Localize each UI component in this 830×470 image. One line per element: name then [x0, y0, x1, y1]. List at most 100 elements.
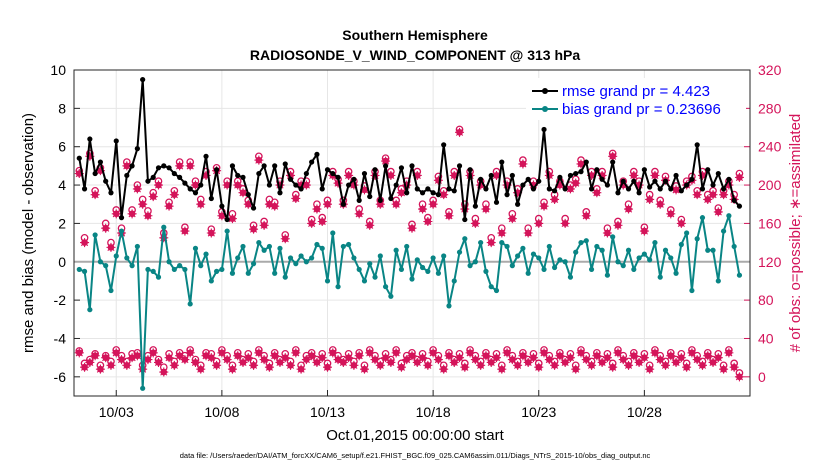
- rmse-point: [229, 163, 236, 169]
- bias-point: [599, 247, 605, 253]
- y-tick-label: 8: [58, 100, 66, 116]
- rmse-point: [731, 197, 737, 203]
- bias-point: [382, 284, 389, 290]
- rmse-point: [293, 182, 299, 188]
- obs-assimilated-point: [618, 355, 628, 365]
- obs-assimilated-point: [396, 362, 406, 372]
- obs-assimilated-point: [439, 364, 449, 374]
- bias-point: [409, 276, 415, 282]
- rmse-point: [562, 186, 568, 192]
- rmse-point: [478, 176, 484, 182]
- bias-point: [631, 266, 637, 273]
- obs-assimilated-point: [671, 357, 681, 367]
- rmse-point: [198, 182, 204, 188]
- rmse-point: [467, 167, 473, 173]
- obs-assimilated-point: [233, 351, 243, 361]
- rmse-point: [240, 174, 246, 180]
- obs-assimilated-point-high: [629, 170, 639, 180]
- bias-point: [324, 278, 331, 284]
- bias-point: [689, 287, 695, 294]
- bias-point: [145, 266, 151, 273]
- bias-point: [604, 272, 611, 278]
- rmse-point: [140, 76, 146, 83]
- obs-assimilated-point: [518, 351, 528, 361]
- bias-point: [261, 247, 267, 253]
- rmse-point: [515, 201, 521, 207]
- obs-assimilated-point: [629, 351, 639, 361]
- obs-assimilated-point-high: [344, 170, 354, 180]
- rmse-point: [108, 190, 114, 196]
- y2-tick-label: 280: [758, 100, 782, 116]
- obs-assimilated-point: [222, 355, 232, 365]
- obs-assimilated-point: [708, 357, 718, 367]
- bias-point: [652, 239, 658, 246]
- obs-assimilated-point: [639, 353, 649, 363]
- rmse-point: [435, 192, 442, 198]
- obs-assimilated-point-high: [291, 193, 301, 203]
- bias-point: [478, 239, 484, 246]
- obs-assimilated-point-high: [122, 161, 132, 171]
- obs-assimilated-point: [661, 360, 670, 370]
- rmse-point: [546, 186, 552, 192]
- bias-point: [166, 259, 172, 265]
- bias-point: [118, 228, 125, 234]
- obs-assimilated-point: [592, 351, 602, 361]
- rmse-point: [409, 163, 415, 169]
- legend: rmse grand pr = 4.423 bias grand pr = 0.…: [526, 78, 746, 120]
- obs-assimilated-point: [375, 360, 385, 370]
- bias-point: [678, 241, 684, 248]
- obs-assimilated-point: [587, 360, 597, 370]
- rmse-point: [715, 170, 721, 177]
- rmse-point: [462, 216, 468, 223]
- rmse-point: [419, 190, 426, 196]
- x-axis-label: Oct.01,2015 00:00:00 start: [326, 427, 504, 444]
- obs-assimilated-point-high: [523, 228, 533, 238]
- obs-assimilated-point: [196, 364, 206, 374]
- obs-assimilated-point: [402, 355, 412, 365]
- rmse-point: [699, 186, 706, 192]
- bias-point: [150, 268, 156, 274]
- obs-assimilated-point: [74, 348, 84, 358]
- obs-assimilated-point-high: [259, 220, 269, 230]
- obs-assimilated-point-high: [164, 201, 174, 211]
- obs-assimilated-point-high: [148, 192, 158, 202]
- bias-point: [525, 270, 531, 276]
- obs-assimilated-point-high: [518, 159, 528, 169]
- obs-assimilated-point: [602, 353, 612, 363]
- rmse-point: [673, 172, 679, 179]
- rmse-point: [213, 167, 220, 173]
- obs-assimilated-point: [719, 364, 729, 374]
- bias-point: [578, 239, 584, 246]
- bias-point: [198, 263, 204, 269]
- obs-assimilated-point: [185, 348, 195, 358]
- bias-point: [76, 266, 82, 273]
- bias-point: [720, 228, 727, 234]
- bias-point: [192, 245, 199, 251]
- bias-point: [467, 263, 473, 269]
- bias-point: [235, 255, 241, 261]
- bias-point: [662, 247, 669, 253]
- chart-title: Southern Hemisphere: [342, 27, 488, 43]
- rmse-point: [710, 182, 716, 188]
- obs-assimilated-point-high: [455, 127, 465, 137]
- rmse-point: [425, 186, 431, 192]
- obs-assimilated-point: [418, 353, 428, 363]
- obs-assimilated-point: [328, 348, 338, 358]
- obs-assimilated-point-high: [365, 220, 375, 230]
- rmse-point: [361, 170, 368, 177]
- rmse-point: [92, 170, 98, 177]
- bias-point: [736, 272, 743, 278]
- obs-assimilated-point-high: [412, 170, 422, 180]
- obs-assimilated-point-high: [713, 207, 723, 217]
- bias-point: [504, 243, 510, 250]
- obs-assimilated-point-high: [185, 161, 195, 171]
- obs-assimilated-point-high: [608, 151, 618, 161]
- obs-assimilated-point-high: [111, 209, 121, 219]
- rmse-point: [720, 186, 727, 192]
- rmse-point: [499, 159, 505, 165]
- obs-assimilated-point-high: [323, 199, 332, 209]
- bias-point: [161, 224, 167, 230]
- bias-point: [520, 245, 526, 251]
- obs-assimilated-point: [449, 357, 459, 367]
- rmse-point: [177, 174, 183, 180]
